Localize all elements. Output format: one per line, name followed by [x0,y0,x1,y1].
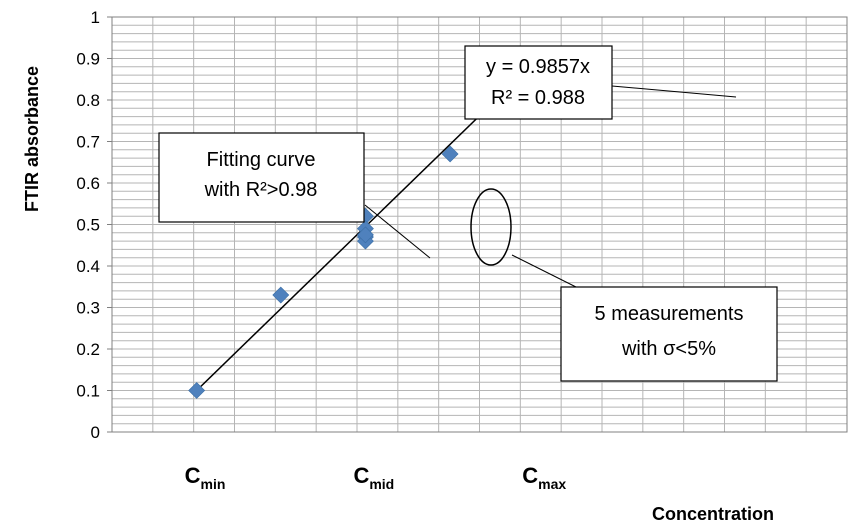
measurements-text-1: 5 measurements [595,303,744,325]
equation-text: y = 0.9857x [486,56,590,78]
measurements-box [560,286,778,382]
fitting-arrow [364,204,431,259]
measurement-cluster-ellipse [470,188,512,266]
equation-box [464,45,613,120]
fitting-text-1: Fitting curve [207,149,316,171]
data-point [188,382,206,399]
measurements-arrow [511,254,577,288]
y-tick-label: 0.1 [76,382,100,401]
y-tick-label: 0.2 [76,340,100,359]
y-axis-label: FTIR absorbance [22,66,42,212]
y-tick-label: 0 [91,423,100,442]
data-point [357,226,374,244]
x-axis-label: Concentration [652,504,774,524]
y-tick-label: 0.4 [76,257,100,276]
data-point [272,286,290,304]
data-point [441,145,459,163]
y-tick-label: 0.3 [76,299,100,318]
y-tick-label: 0.8 [76,91,100,110]
y-tick-label: 1 [91,8,100,27]
fitting-text-2: with R²>0.98 [204,179,318,201]
x-category-label: Cmax [522,463,566,492]
fitting-box [158,132,365,223]
x-category-label: Cmin [185,463,226,492]
r-squared-text: R² = 0.988 [491,87,585,109]
y-tick-label: 0.9 [76,50,100,69]
y-tick-label: 0.5 [76,216,100,235]
measurements-text-2: with σ<5% [621,338,716,360]
x-category-label: Cmid [353,463,394,492]
y-tick-labels: 0 0.1 0.2 0.3 0.4 0.5 0.6 0.7 0.8 0.9 1 [76,8,112,442]
equation-arrow [611,85,737,98]
x-category-labels: Cmin Cmid Cmax [185,463,567,492]
y-tick-label: 0.6 [76,174,100,193]
y-tick-label: 0.7 [76,133,100,152]
